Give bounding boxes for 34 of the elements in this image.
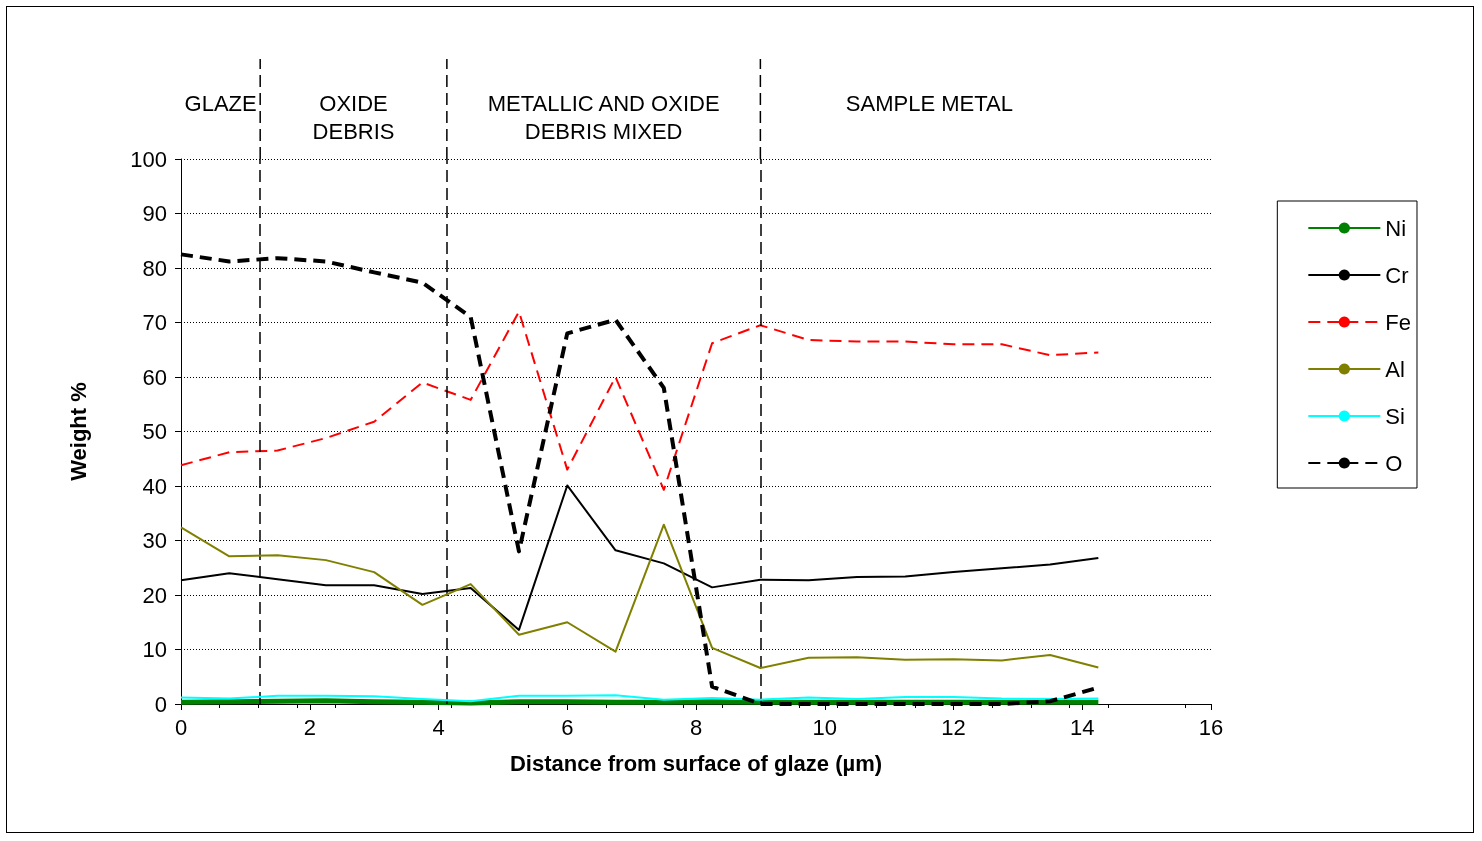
y-tick-label: 80 [142,255,167,281]
legend-label: Ni [1385,215,1407,241]
y-tick-label: 30 [142,528,167,553]
legend-label: Si [1385,403,1405,429]
y-tick-label: 90 [142,201,167,226]
y-tick-label: 70 [142,310,167,335]
x-tick-label: 6 [561,714,574,740]
x-tick-label: 16 [1198,714,1224,740]
legend-label: Cr [1385,262,1409,288]
text: GLAZE [184,90,257,116]
y-tick-label: 100 [130,146,167,172]
x-tick-label: 4 [432,714,445,740]
y-tick-label: 0 [154,691,167,717]
legend-label: Fe [1385,309,1412,335]
text: SAMPLE METAL [845,90,1013,116]
x-tick-label: 14 [1070,714,1095,740]
legend-label: Al [1385,356,1405,382]
y-tick-label: 60 [142,364,167,390]
x-tick-label: 0 [174,714,188,740]
x-tick-label: 10 [812,714,837,740]
x-tick-label: 2 [303,714,316,740]
x-tick-label: 12 [941,714,966,740]
line-series [180,310,1100,491]
line-series [180,523,1100,670]
legend-label: O [1385,450,1403,476]
text: METALLIC AND OXIDE DEBRIS MIXED [487,90,720,144]
y-tick-label: 20 [142,582,167,608]
x-axis-title: Distance from surface of glaze (µm) [509,750,883,776]
y-tick-label: 50 [142,419,167,444]
text: OXIDE DEBRIS [312,90,395,144]
y-axis-title: Weight % [65,382,91,481]
x-tick-label: 8 [689,714,703,740]
y-tick-label: 10 [142,637,167,662]
y-tick-label: 40 [142,473,167,499]
